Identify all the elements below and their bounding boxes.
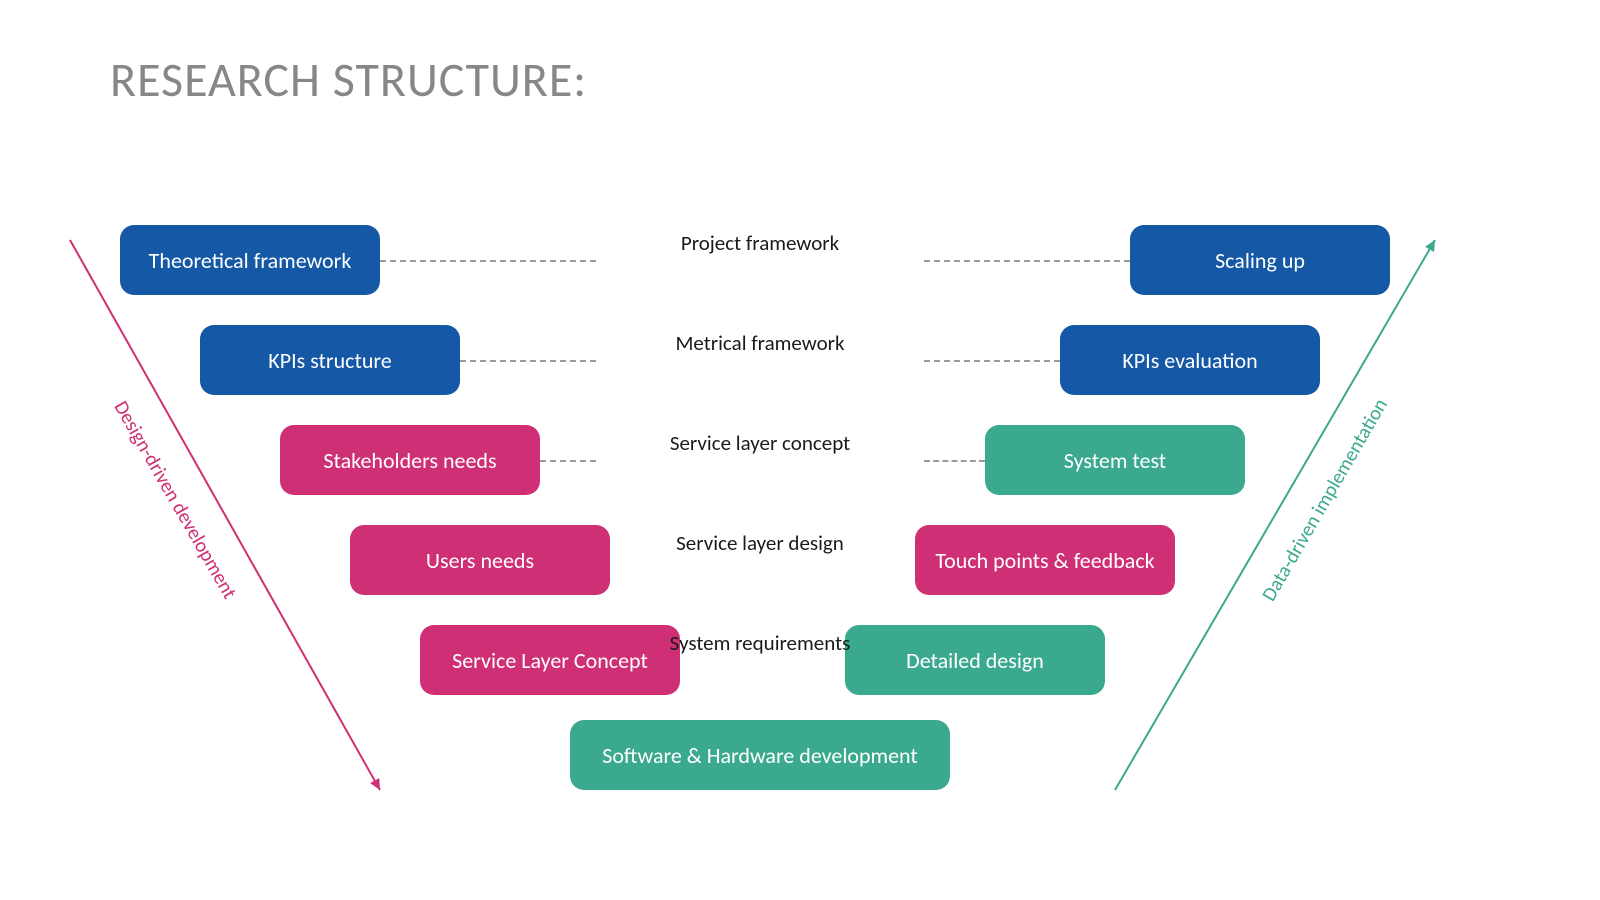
connector-label-0: Project framework bbox=[610, 230, 910, 256]
diagram-stage: RESEARCH STRUCTURE: Theoretical framewor… bbox=[0, 0, 1600, 900]
connector-line-0-left bbox=[380, 260, 596, 262]
left-arrow-icon bbox=[50, 220, 400, 810]
connector-label-4: System requirements bbox=[610, 630, 910, 656]
connector-line-1-left bbox=[460, 360, 596, 362]
connector-line-2-right bbox=[924, 460, 985, 462]
right-arrow-icon bbox=[1095, 220, 1455, 810]
connector-label-1: Metrical framework bbox=[610, 330, 910, 356]
page-title: RESEARCH STRUCTURE: bbox=[110, 50, 587, 109]
connector-line-2-left bbox=[540, 460, 596, 462]
connector-line-1-right bbox=[924, 360, 1060, 362]
connector-label-2: Service layer concept bbox=[610, 430, 910, 456]
connector-label-3: Service layer design bbox=[610, 530, 910, 556]
bottom-box: Software & Hardware development bbox=[570, 720, 950, 790]
